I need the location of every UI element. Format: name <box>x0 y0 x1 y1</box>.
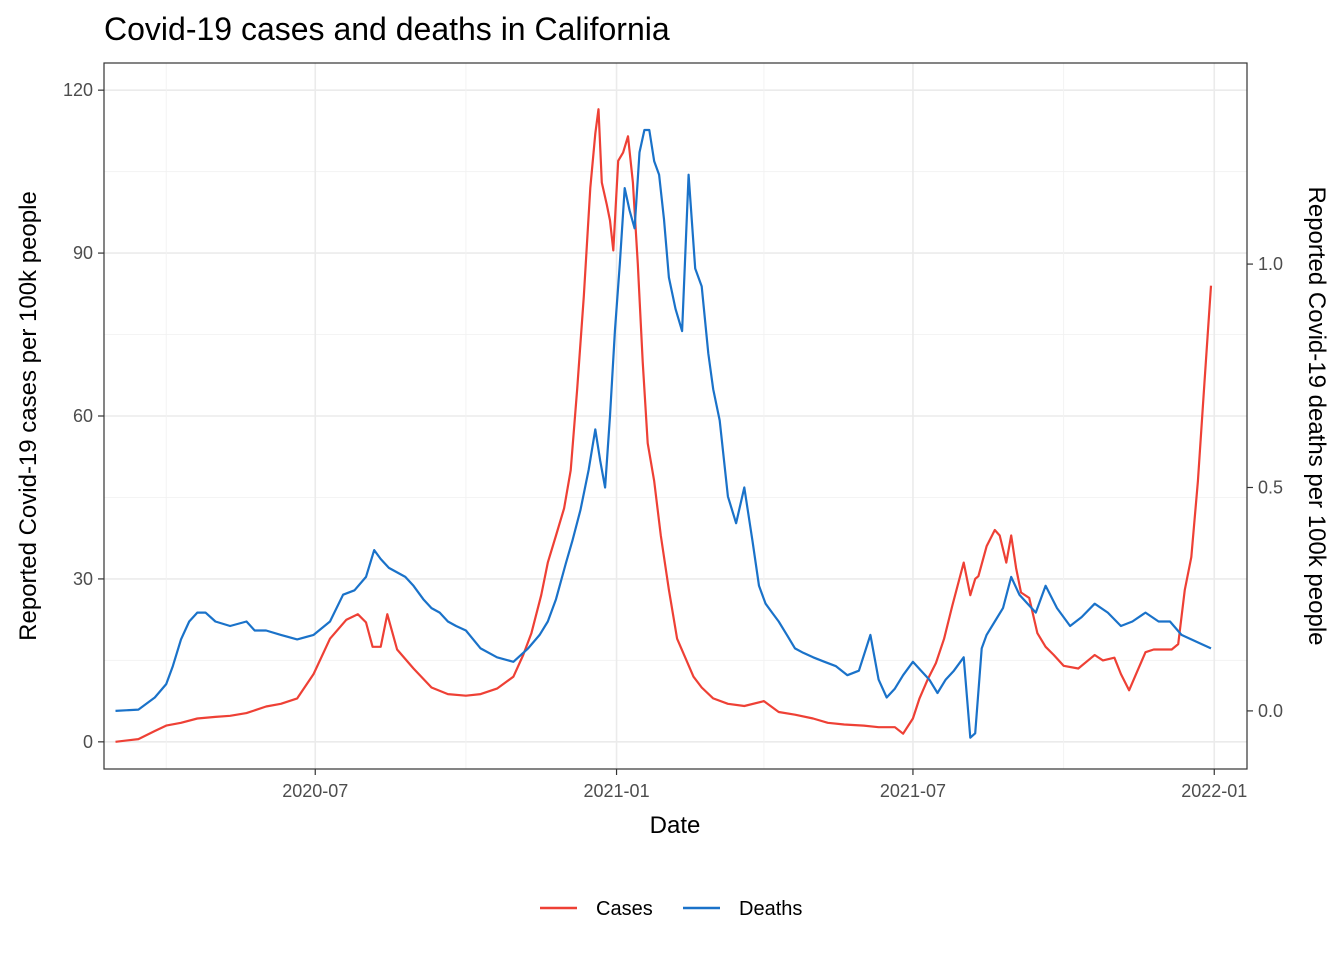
y-left-tick-label: 60 <box>73 406 93 426</box>
x-tick-label: 2021-01 <box>584 781 650 801</box>
x-tick-label: 2022-01 <box>1181 781 1247 801</box>
legend: Cases Deaths <box>540 898 802 920</box>
y-axis-right: 0.0 0.5 1.0 <box>1247 254 1283 721</box>
legend-label-deaths: Deaths <box>739 898 802 920</box>
y-axis-left: 0 30 60 90 120 <box>63 80 104 752</box>
x-tick-label: 2020-07 <box>282 781 348 801</box>
y-left-tick-label: 30 <box>73 569 93 589</box>
y-right-tick-label: 0.5 <box>1258 477 1283 497</box>
y-right-tick-label: 0.0 <box>1258 701 1283 721</box>
x-axis: 2020-07 2021-01 2021-07 2022-01 <box>282 769 1247 801</box>
x-tick-label: 2021-07 <box>880 781 946 801</box>
legend-label-cases: Cases <box>596 898 653 920</box>
y-right-tick-label: 1.0 <box>1258 254 1283 274</box>
y-axis-left-title: Reported Covid-19 cases per 100k people <box>15 191 42 641</box>
y-left-tick-label: 120 <box>63 80 93 100</box>
y-left-tick-label: 90 <box>73 243 93 263</box>
y-axis-right-title: Reported Covid-19 deaths per 100k people <box>1303 187 1330 646</box>
x-axis-title: Date <box>650 812 701 839</box>
series-layer <box>115 108 1213 743</box>
series-line-cases <box>115 108 1213 743</box>
y-left-tick-label: 0 <box>83 732 93 752</box>
series-line-deaths <box>115 128 1212 739</box>
chart-title: Covid-19 cases and deaths in California <box>104 11 670 47</box>
gridlines <box>104 63 1247 769</box>
